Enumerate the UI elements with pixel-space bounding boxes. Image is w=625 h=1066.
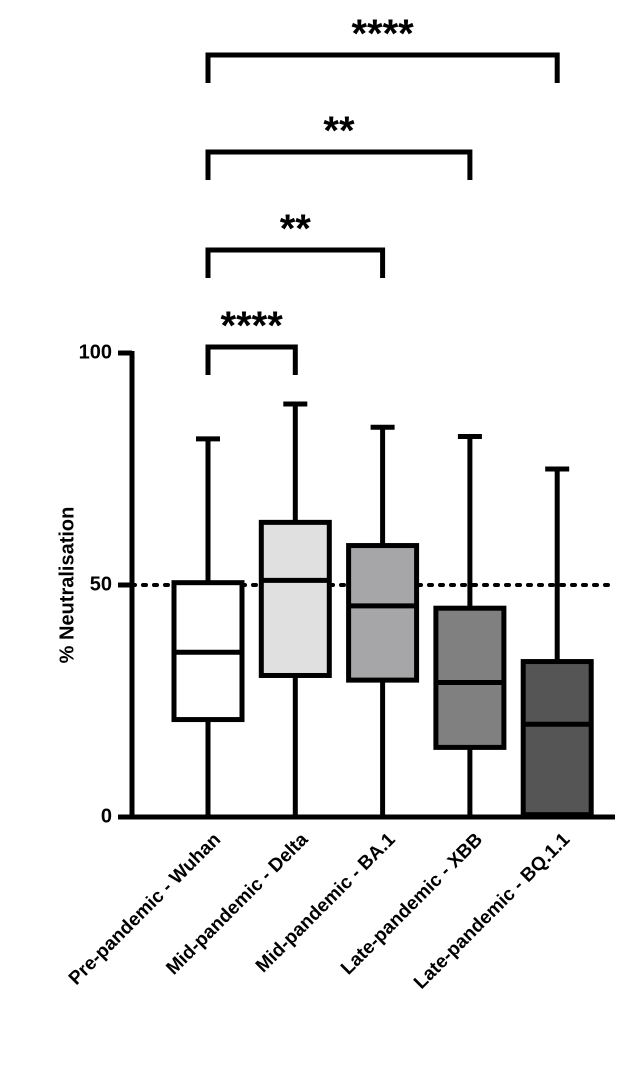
x-tick-label: Pre-pandemic - Wuhan xyxy=(65,829,225,989)
significance-bracket xyxy=(205,344,298,375)
box xyxy=(346,543,420,683)
y-tick-label: 100 xyxy=(79,341,112,363)
x-tick-label: Mid-pandemic - Delta xyxy=(162,829,312,979)
significance-bracket xyxy=(205,149,473,180)
x-tick-label: Late-pandemic - BQ.1.1 xyxy=(410,829,574,993)
significance-bracket xyxy=(205,52,560,83)
significance-label: ** xyxy=(323,109,355,153)
box xyxy=(258,519,332,678)
significance-label: **** xyxy=(221,304,284,348)
x-tick-label: Late-pandemic - XBB xyxy=(337,829,487,979)
significance-label: ** xyxy=(280,207,312,251)
y-tick-label: 0 xyxy=(101,805,112,827)
box xyxy=(520,659,594,818)
box xyxy=(433,605,507,750)
y-axis-title: % Neutralisation xyxy=(56,507,78,664)
significance-label: **** xyxy=(351,12,414,56)
y-tick-label: 50 xyxy=(90,573,112,595)
x-tick-label: Mid-pandemic - BA.1 xyxy=(252,829,400,977)
significance-bracket xyxy=(205,247,386,278)
